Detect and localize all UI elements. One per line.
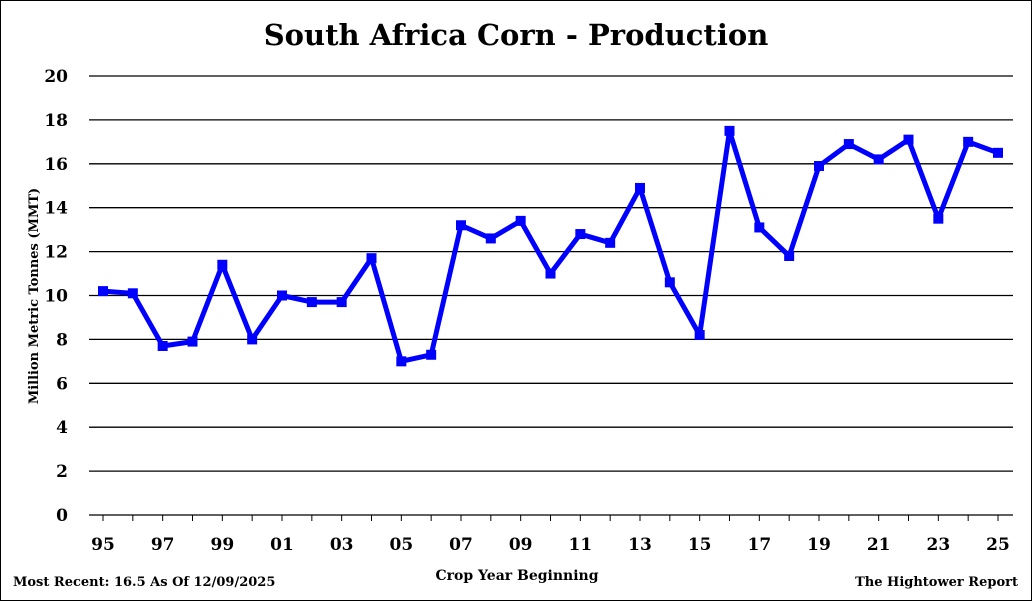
data-point — [426, 349, 437, 360]
data-point — [933, 213, 944, 224]
data-point — [277, 290, 287, 301]
x-tick-label: 11 — [568, 535, 592, 555]
x-axis-label: Crop Year Beginning — [435, 568, 598, 584]
x-tick-label: 19 — [807, 535, 831, 555]
x-tick-label: 21 — [867, 535, 891, 555]
y-tick-label: 16 — [44, 155, 68, 175]
series-line — [102, 128, 999, 364]
y-tick-label: 12 — [44, 243, 68, 263]
data-point — [306, 297, 317, 308]
data-point — [635, 182, 645, 193]
data-point — [993, 147, 1003, 158]
data-point — [605, 237, 616, 248]
data-point — [187, 336, 198, 347]
data-point — [903, 134, 914, 145]
x-tick-label: 17 — [747, 535, 771, 555]
data-point — [157, 340, 168, 351]
x-tick-label: 97 — [151, 535, 175, 555]
chart-title: South Africa Corn - Production — [264, 18, 769, 52]
x-tick-label: 01 — [270, 535, 294, 555]
data-point — [784, 250, 795, 261]
data-point — [127, 288, 138, 299]
x-tick-label: 05 — [389, 535, 413, 555]
data-point — [873, 154, 884, 165]
data-point — [336, 297, 347, 308]
x-tick-label: 25 — [986, 535, 1010, 555]
data-point — [814, 160, 824, 171]
y-tick-label: 18 — [44, 111, 68, 131]
y-tick-label: 10 — [44, 287, 68, 307]
footer-source: The Hightower Report — [855, 575, 1018, 590]
data-point — [217, 259, 228, 270]
y-tick-label: 20 — [44, 67, 68, 87]
data-point — [754, 222, 765, 233]
x-tick-label: 15 — [688, 535, 712, 555]
y-tick-label: 0 — [56, 506, 68, 526]
x-tick-label: 95 — [91, 535, 115, 555]
x-tick-label: 99 — [210, 535, 234, 555]
y-tick-label: 6 — [56, 374, 68, 394]
footer-most-recent: Most Recent: 16.5 As Of 12/09/2025 — [13, 575, 275, 590]
x-tick-label: 13 — [628, 535, 652, 555]
data-point — [843, 139, 854, 150]
data-point — [366, 253, 377, 264]
y-tick-label: 8 — [56, 330, 68, 350]
y-tick-label: 2 — [56, 462, 68, 482]
data-point — [963, 136, 974, 147]
x-tick-label: 07 — [449, 535, 473, 555]
data-point — [724, 125, 735, 136]
x-tick-label: 03 — [330, 535, 354, 555]
data-point — [694, 330, 705, 341]
data-point — [396, 356, 407, 367]
data-point — [456, 220, 466, 231]
x-tick-label: 09 — [509, 535, 533, 555]
x-tick-label: 23 — [926, 535, 950, 555]
data-point — [575, 229, 586, 240]
data-point — [515, 215, 526, 226]
y-tick-label: 4 — [56, 418, 68, 438]
data-point — [545, 268, 556, 279]
data-point — [247, 334, 258, 345]
data-point — [664, 277, 675, 288]
data-point — [485, 233, 496, 244]
y-tick-label: 14 — [44, 199, 68, 219]
y-axis-label: Million Metric Tonnes (MMT) — [27, 188, 42, 404]
data-point — [98, 286, 108, 297]
